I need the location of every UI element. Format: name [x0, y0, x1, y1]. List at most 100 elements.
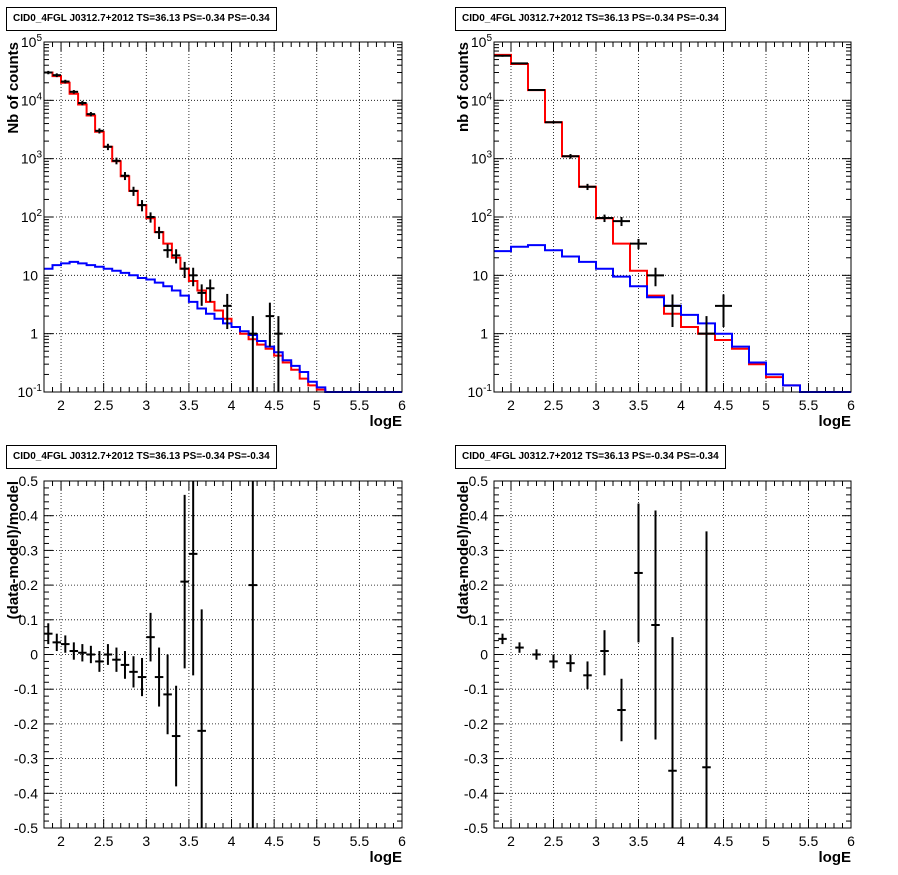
y-tick-label: 10-1	[18, 383, 43, 400]
x-tick-label: 5.5	[350, 397, 370, 413]
y-tick-label: -0.1	[464, 681, 488, 697]
data-point	[52, 633, 62, 652]
x-tick-label: 2	[507, 833, 515, 849]
data-point	[600, 630, 609, 676]
x-tick-label: 6	[847, 833, 855, 849]
y-tick-label: -0.5	[14, 820, 38, 836]
y-axis-label: (data-model)/model	[5, 481, 22, 619]
y-tick-label: -0.2	[464, 716, 488, 732]
data-point	[137, 657, 147, 697]
x-tick-label: 6	[398, 397, 406, 413]
y-tick-label: 10	[22, 267, 38, 283]
data-point	[511, 62, 528, 65]
chart-title-4: CID0_4FGL J0312.7+2012 TS=36.13 PS=-0.34…	[455, 445, 726, 469]
data-point	[702, 531, 711, 828]
y-tick-label: 104	[21, 91, 43, 108]
histogram-series-2	[494, 244, 851, 393]
data-point	[86, 645, 96, 664]
data-point	[163, 244, 172, 258]
data-point	[532, 649, 541, 660]
data-point	[112, 157, 121, 165]
chart-panel-4: 2 2.5 3 3.5 4 4.5 5 5.5 6 -0.5 -0.4 -0.3 -0.2 -0.1 0 0.…	[455, 473, 855, 866]
y-tick-label: -0.5	[464, 820, 488, 836]
x-tick-label: 3.5	[179, 833, 199, 849]
x-tick-label: 2.5	[544, 833, 564, 849]
data-point	[146, 612, 155, 662]
x-tick-label: 3.5	[179, 397, 199, 413]
y-tick-label: 0.1	[469, 612, 489, 628]
data-point	[583, 661, 592, 690]
plot-frame	[43, 480, 403, 829]
data-point	[103, 143, 113, 151]
data-point	[180, 494, 189, 669]
y-tick-label: 102	[471, 208, 493, 225]
data-point	[545, 121, 562, 124]
y-axis-label: (data-model)/model	[455, 481, 472, 619]
y-tick-label: -0.3	[464, 751, 488, 767]
chart-panel-2: 2 2.5 3 3.5 4 4.5 5 5.5 6 10-1 1 10 102 103 104 105 logE…	[455, 33, 855, 430]
plot-frame	[43, 41, 403, 393]
data-point	[44, 70, 53, 75]
data-point	[205, 279, 215, 302]
data-point	[188, 267, 198, 287]
x-tick-label: 5.5	[799, 397, 819, 413]
y-tick-label: 0.5	[19, 473, 39, 489]
y-tick-label: 0	[30, 647, 38, 663]
y-tick-label: 1	[30, 326, 38, 342]
x-axis-label: logE	[819, 849, 852, 866]
data-point	[647, 267, 664, 287]
x-tick-label: 2.5	[94, 833, 114, 849]
data-point	[613, 217, 630, 227]
x-tick-label: 4	[228, 397, 236, 413]
x-tick-label: 5.5	[350, 833, 370, 849]
chart-title-2: CID0_4FGL J0312.7+2012 TS=36.13 PS=-0.34…	[455, 7, 726, 31]
y-tick-label: 0.3	[19, 542, 39, 558]
x-tick-label: 5.5	[799, 833, 819, 849]
x-tick-label: 2.5	[94, 397, 114, 413]
y-tick-label: -0.3	[14, 751, 38, 767]
data-point	[78, 100, 87, 106]
data-point	[494, 54, 511, 57]
data-point	[197, 609, 206, 828]
x-tick-label: 5	[762, 833, 770, 849]
data-point	[579, 183, 596, 191]
data-point	[44, 623, 53, 645]
x-tick-label: 2	[57, 397, 65, 413]
y-tick-label: 104	[471, 91, 493, 108]
data-point	[120, 172, 130, 181]
y-tick-label: 10	[472, 267, 488, 283]
data-point	[171, 249, 181, 264]
y-tick-label: 0.5	[469, 473, 489, 489]
data-point	[86, 112, 96, 117]
chart-title-1: CID0_4FGL J0312.7+2012 TS=36.13 PS=-0.34…	[6, 7, 277, 31]
data-point	[223, 293, 232, 330]
y-tick-label: -0.4	[464, 785, 488, 801]
plot-frame	[493, 480, 852, 829]
x-tick-label: 4	[677, 397, 685, 413]
y-tick-label: 0.4	[469, 508, 489, 524]
data-point	[95, 651, 104, 672]
x-tick-label: 3.5	[629, 397, 649, 413]
data-point	[154, 226, 164, 239]
data-point	[154, 647, 164, 707]
x-tick-label: 4	[677, 833, 685, 849]
y-tick-label: -0.4	[14, 785, 38, 801]
data-point	[171, 685, 181, 787]
data-point	[562, 154, 579, 159]
histogram-series-2	[44, 260, 402, 393]
x-tick-label: 4	[228, 833, 236, 849]
x-tick-label: 5	[313, 397, 321, 413]
x-axis-label: logE	[819, 413, 852, 430]
y-tick-label: 0.1	[19, 612, 39, 628]
x-tick-label: 3	[592, 833, 600, 849]
x-tick-label: 3.5	[629, 833, 649, 849]
x-tick-label: 3	[142, 833, 150, 849]
data-point	[112, 647, 121, 672]
y-tick-label: 103	[471, 150, 493, 167]
data-point	[52, 73, 62, 78]
y-tick-label: 105	[21, 33, 43, 50]
data-point	[188, 481, 198, 676]
data-point	[265, 302, 275, 347]
x-tick-label: 2	[57, 833, 65, 849]
y-tick-label: 0.4	[19, 508, 39, 524]
